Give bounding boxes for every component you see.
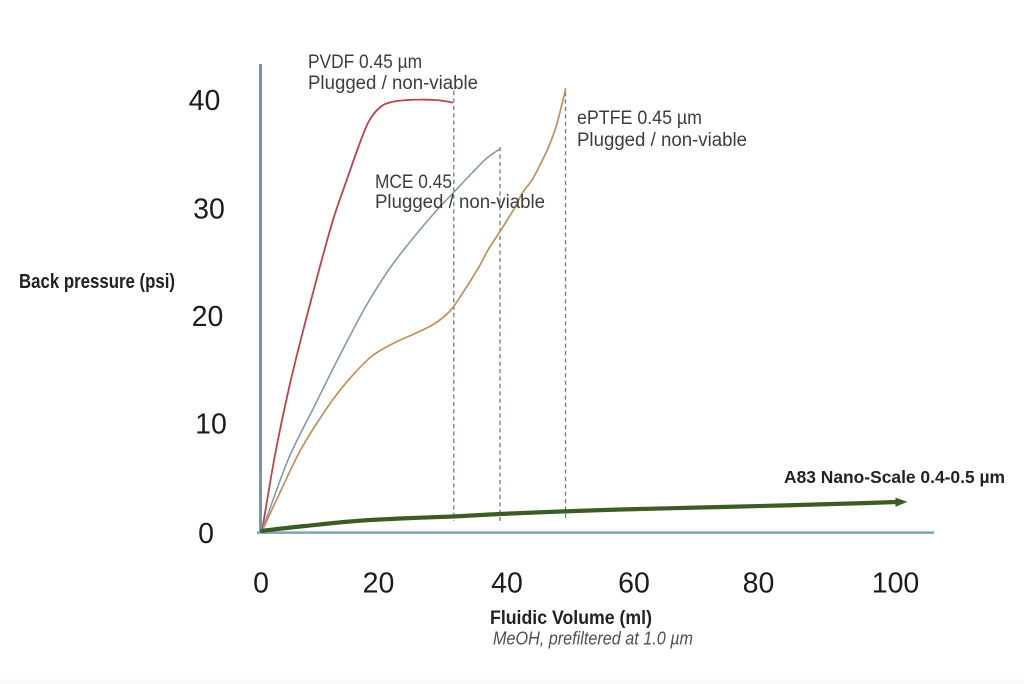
svg-text:0: 0 bbox=[198, 518, 214, 550]
svg-text:30: 30 bbox=[193, 194, 225, 226]
svg-text:20: 20 bbox=[363, 568, 395, 600]
svg-text:Plugged / non-viable: Plugged / non-viable bbox=[577, 130, 747, 151]
svg-text:Plugged / non-viable: Plugged / non-viable bbox=[308, 73, 478, 94]
svg-text:MCE 0.45: MCE 0.45 bbox=[375, 172, 452, 193]
svg-text:80: 80 bbox=[743, 568, 775, 600]
svg-text:A83 Nano-Scale 0.4-0.5 µm: A83 Nano-Scale 0.4-0.5 µm bbox=[784, 467, 1005, 487]
svg-text:Back pressure (psi): Back pressure (psi) bbox=[19, 271, 175, 293]
svg-text:10: 10 bbox=[195, 409, 227, 441]
svg-text:ePTFE 0.45 µm: ePTFE 0.45 µm bbox=[577, 108, 702, 129]
svg-text:PVDF 0.45 µm: PVDF 0.45 µm bbox=[308, 52, 422, 73]
svg-text:40: 40 bbox=[491, 568, 523, 600]
svg-text:100: 100 bbox=[872, 568, 920, 600]
svg-text:Fluidic Volume (ml): Fluidic Volume (ml) bbox=[490, 607, 652, 629]
svg-text:60: 60 bbox=[618, 568, 650, 600]
svg-text:Plugged / non-viable: Plugged / non-viable bbox=[375, 192, 545, 213]
svg-text:40: 40 bbox=[189, 85, 221, 117]
svg-text:MeOH, prefiltered at 1.0 µm: MeOH, prefiltered at 1.0 µm bbox=[493, 629, 693, 649]
svg-text:20: 20 bbox=[192, 301, 224, 333]
svg-text:0: 0 bbox=[253, 568, 269, 600]
